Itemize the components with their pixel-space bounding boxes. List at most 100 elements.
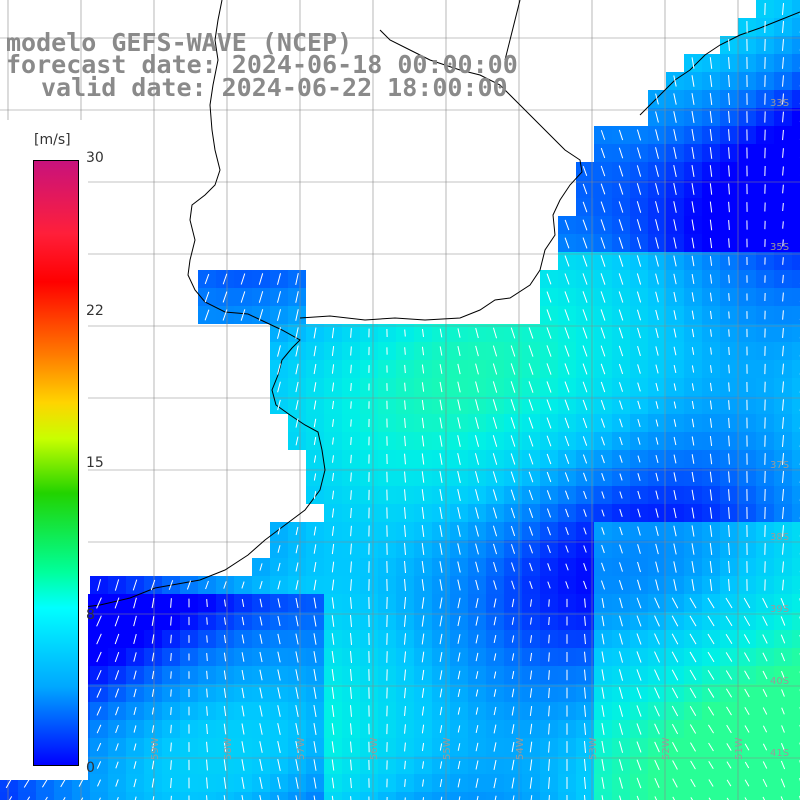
wind-arrow xyxy=(404,364,406,374)
wind-arrow xyxy=(331,723,335,735)
wind-arrow xyxy=(96,669,102,681)
wind-arrow xyxy=(636,255,642,267)
wind-arrow xyxy=(313,400,317,410)
wind-arrow xyxy=(277,580,281,590)
wind-arrow xyxy=(637,382,641,392)
wind-arrow xyxy=(636,291,642,303)
wind-arrow xyxy=(350,437,352,445)
wind-arrow xyxy=(277,616,281,626)
wind-arrow xyxy=(277,598,281,608)
wind-arrow xyxy=(493,777,497,789)
wind-arrow xyxy=(762,743,768,751)
wind-cell xyxy=(792,324,800,342)
wind-arrow xyxy=(115,743,119,751)
wind-cell xyxy=(90,792,108,800)
wind-arrow xyxy=(223,634,227,644)
wind-arrow xyxy=(331,382,335,392)
wind-arrow xyxy=(492,507,498,519)
wind-arrow xyxy=(618,183,624,195)
wind-arrow xyxy=(707,615,715,627)
wind-arrow xyxy=(350,705,352,717)
wind-arrow xyxy=(637,490,641,500)
wind-arrow xyxy=(206,759,208,771)
wind-cell xyxy=(792,612,800,630)
wind-arrow xyxy=(313,455,317,463)
wind-cell xyxy=(792,108,800,126)
wind-arrow xyxy=(636,129,642,141)
wind-arrow xyxy=(493,580,497,590)
wind-arrow xyxy=(350,615,352,627)
wind-arrow xyxy=(673,255,677,267)
wind-arrow xyxy=(564,381,570,393)
wind-arrow xyxy=(781,470,785,484)
wind-arrow xyxy=(744,797,748,800)
wind-arrow xyxy=(133,707,137,715)
wind-arrow xyxy=(707,670,715,680)
wind-arrow xyxy=(782,399,784,411)
wind-arrow xyxy=(277,381,281,393)
wind-arrow xyxy=(528,381,534,393)
wind-cell xyxy=(792,288,800,306)
wind-arrow xyxy=(439,761,443,769)
longitude-label: 51W xyxy=(734,737,745,760)
wind-arrow xyxy=(331,543,335,555)
longitude-label: 54W xyxy=(515,737,526,760)
wind-arrow xyxy=(655,364,659,374)
wind-arrow xyxy=(204,273,210,285)
wind-arrow xyxy=(673,328,677,338)
wind-arrow xyxy=(728,346,730,356)
wind-arrow xyxy=(691,365,695,373)
wind-arrow xyxy=(564,435,570,447)
wind-cell xyxy=(630,792,648,800)
wind-arrow xyxy=(636,201,642,213)
wind-arrow xyxy=(421,633,425,645)
wind-arrow xyxy=(691,471,695,483)
wind-arrow xyxy=(404,489,406,501)
wind-cell xyxy=(792,396,800,414)
wind-arrow xyxy=(350,597,352,609)
wind-arrow xyxy=(564,327,570,339)
wind-arrow xyxy=(564,417,570,429)
wind-arrow xyxy=(349,669,353,681)
wind-arrow xyxy=(582,345,588,357)
wind-arrow xyxy=(671,633,679,645)
wind-arrow xyxy=(258,291,264,303)
wind-arrow xyxy=(618,705,624,717)
wind-arrow xyxy=(331,741,335,753)
wind-arrow xyxy=(151,616,155,626)
wind-arrow xyxy=(690,778,696,788)
wind-arrow xyxy=(583,795,586,800)
wind-arrow xyxy=(240,273,246,285)
wind-arrow xyxy=(601,562,605,572)
wind-arrow xyxy=(673,147,677,159)
wind-arrow xyxy=(510,327,516,339)
wind-arrow xyxy=(295,526,299,536)
wind-arrow xyxy=(546,471,552,483)
wind-arrow xyxy=(528,435,534,447)
wind-arrow xyxy=(475,417,479,429)
longitude-label: 57W xyxy=(296,737,307,760)
wind-arrow xyxy=(313,759,317,771)
wind-cell xyxy=(594,792,612,800)
wind-arrow xyxy=(583,527,587,535)
wind-arrow xyxy=(529,759,533,771)
wind-arrow xyxy=(782,274,784,284)
wind-arrow xyxy=(710,347,712,355)
wind-arrow xyxy=(421,329,425,337)
wind-arrow xyxy=(511,617,515,625)
wind-arrow xyxy=(709,110,713,124)
wind-arrow xyxy=(421,524,425,538)
wind-arrow xyxy=(350,723,352,735)
wind-arrow xyxy=(96,651,102,663)
wind-arrow xyxy=(224,599,226,607)
wind-arrow xyxy=(728,92,730,106)
wind-arrow xyxy=(295,615,299,627)
wind-arrow xyxy=(728,453,730,465)
wind-arrow xyxy=(186,580,192,590)
wind-arrow xyxy=(331,327,335,339)
wind-arrow xyxy=(313,633,317,645)
wind-cell xyxy=(36,792,54,800)
wind-arrow xyxy=(421,417,425,429)
wind-arrow xyxy=(673,165,677,177)
wind-arrow xyxy=(619,526,623,536)
